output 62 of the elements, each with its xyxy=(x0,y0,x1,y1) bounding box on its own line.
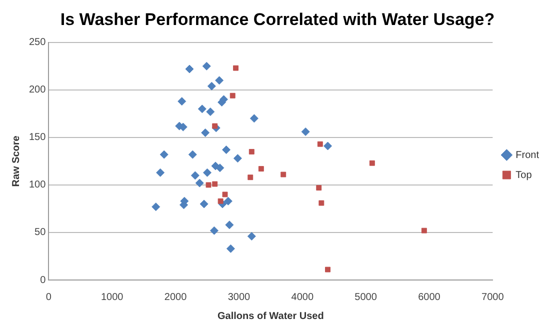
point xyxy=(316,185,322,191)
x-tick-label: 2000 xyxy=(164,292,188,303)
point xyxy=(218,198,224,204)
point xyxy=(210,226,218,235)
y-tick-label: 100 xyxy=(28,180,46,191)
point xyxy=(324,142,332,150)
point xyxy=(202,62,211,70)
point xyxy=(178,97,186,106)
point xyxy=(280,172,286,178)
point xyxy=(206,182,212,188)
y-tick-label: 0 xyxy=(40,274,46,286)
point xyxy=(250,114,258,123)
point xyxy=(224,196,232,206)
point xyxy=(222,146,231,154)
y-tick-label: 150 xyxy=(28,132,46,144)
point xyxy=(421,228,427,234)
point xyxy=(185,64,194,74)
point xyxy=(203,168,212,177)
point xyxy=(248,148,254,154)
point xyxy=(369,160,375,166)
x-tick-label: 1000 xyxy=(100,292,124,303)
point xyxy=(212,123,218,129)
point xyxy=(233,154,242,163)
point xyxy=(233,65,239,71)
point xyxy=(248,174,254,180)
point xyxy=(222,192,228,198)
legend-label: Front xyxy=(516,150,540,161)
point xyxy=(301,127,310,136)
point xyxy=(206,108,215,116)
y-tick-label: 50 xyxy=(34,227,46,238)
point xyxy=(215,76,224,85)
x-tick-label: 5000 xyxy=(354,292,378,303)
point xyxy=(195,178,204,188)
point xyxy=(216,164,224,172)
point xyxy=(225,220,234,230)
legend-label: Top xyxy=(516,170,532,181)
point xyxy=(325,266,330,272)
point xyxy=(160,150,168,159)
x-tick-label: 6000 xyxy=(418,292,441,303)
point xyxy=(317,141,323,147)
point xyxy=(198,104,206,114)
point xyxy=(156,168,165,177)
point xyxy=(200,200,208,208)
point xyxy=(212,181,218,187)
point xyxy=(318,200,324,206)
point xyxy=(207,82,216,90)
point xyxy=(226,244,235,253)
point xyxy=(188,150,197,159)
x-tick-label: 4000 xyxy=(291,292,314,303)
chart-title: Is Washer Performance Correlated with Water Usage? xyxy=(60,10,495,29)
x-tick-label: 7000 xyxy=(482,292,504,303)
point xyxy=(152,202,160,212)
x-axis-title: Gallons of Water Used xyxy=(218,310,324,322)
point xyxy=(258,166,264,172)
point xyxy=(247,232,256,241)
y-tick-label: 200 xyxy=(28,84,46,96)
y-tick-label: 250 xyxy=(28,37,46,48)
y-axis-title: Raw Score xyxy=(10,135,22,187)
point xyxy=(190,171,200,180)
point xyxy=(201,128,210,137)
x-tick-label: 3000 xyxy=(228,292,251,303)
point xyxy=(230,92,236,98)
